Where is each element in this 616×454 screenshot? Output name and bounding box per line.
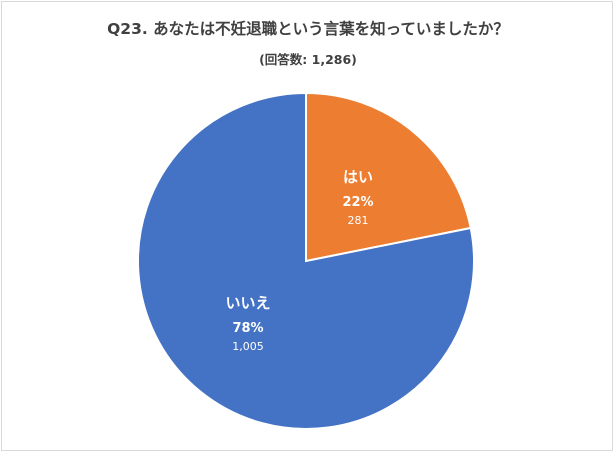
chart-title: Q23. あなたは不妊退職という言葉を知っていましたか？ bbox=[107, 20, 509, 38]
slice-percent-no: 78% bbox=[232, 321, 263, 336]
slice-label-yes: はい bbox=[343, 168, 373, 186]
slice-label-no: いいえ bbox=[225, 294, 270, 312]
slice-count-no: 1,005 bbox=[232, 340, 264, 353]
chart-subtitle: (回答数: 1,286) bbox=[259, 52, 357, 67]
slice-percent-yes: 22% bbox=[342, 195, 373, 210]
slice-count-yes: 281 bbox=[348, 214, 369, 227]
pie-slice-no bbox=[137, 91, 475, 430]
pie-slice-yes bbox=[305, 91, 472, 263]
